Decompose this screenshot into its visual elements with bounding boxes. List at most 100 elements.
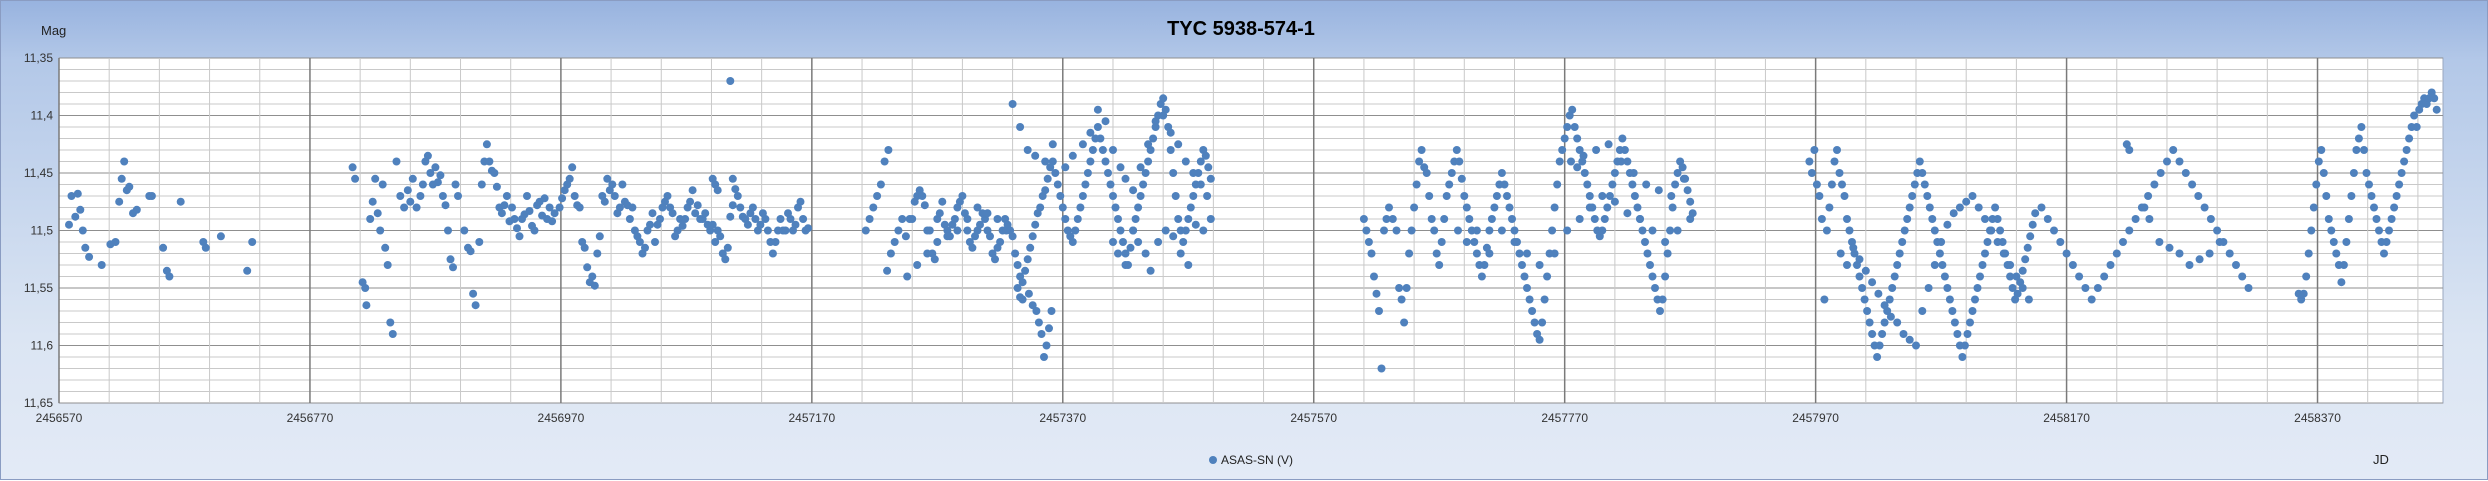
data-point — [908, 215, 917, 223]
data-point — [97, 261, 106, 269]
data-point — [1116, 163, 1125, 172]
data-point — [1873, 353, 1882, 361]
data-point — [1575, 215, 1584, 223]
data-point — [2200, 203, 2209, 212]
data-point — [368, 197, 377, 206]
data-point — [1528, 307, 1537, 315]
data-point — [781, 226, 790, 235]
data-point — [751, 215, 760, 223]
data-point — [1116, 226, 1125, 235]
data-point — [648, 209, 657, 218]
data-point — [1462, 203, 1471, 212]
data-point — [1485, 226, 1494, 235]
y-tick-label: 11,35 — [24, 51, 53, 65]
data-point — [2050, 226, 2058, 235]
data-point — [678, 221, 687, 230]
data-point — [1598, 192, 1607, 200]
data-point — [1395, 284, 1404, 292]
data-point — [449, 263, 457, 272]
data-point — [756, 220, 765, 229]
data-point — [1134, 203, 1143, 212]
data-point — [2349, 169, 2358, 177]
data-point — [1686, 215, 1695, 223]
data-point — [1628, 180, 1637, 189]
data-point — [2018, 284, 2027, 292]
data-point — [1068, 151, 1077, 160]
data-point — [1605, 192, 1614, 200]
data-point — [1119, 238, 1127, 246]
data-point — [396, 192, 405, 200]
data-point — [2342, 238, 2351, 246]
data-point — [1181, 226, 1190, 235]
data-point — [371, 174, 380, 183]
data-point — [426, 169, 435, 177]
data-point — [691, 209, 700, 218]
data-point — [2125, 146, 2134, 154]
data-point — [2412, 123, 2421, 131]
data-point — [2125, 226, 2134, 235]
data-point — [1880, 318, 1889, 327]
data-point — [1410, 203, 1419, 212]
y-ticks: 11,35 11,4 11,45 11,5 11,55 11,6 11,65 — [24, 51, 53, 410]
data-point — [436, 171, 445, 180]
data-point — [1454, 226, 1462, 235]
data-point — [731, 185, 740, 194]
data-point — [1462, 238, 1471, 246]
data-point — [2087, 295, 2096, 304]
data-point — [1550, 249, 1559, 258]
data-point — [1149, 134, 1158, 143]
data-point — [625, 215, 634, 223]
data-point — [490, 169, 499, 177]
data-point — [1950, 318, 1959, 327]
data-point — [1032, 307, 1041, 315]
data-point — [1018, 295, 1027, 304]
data-point — [2432, 105, 2441, 114]
data-point — [1151, 117, 1160, 126]
data-point — [2322, 192, 2331, 200]
data-point — [1104, 169, 1112, 177]
data-point — [1836, 249, 1845, 258]
data-point — [248, 238, 257, 246]
data-point — [901, 232, 910, 241]
data-point — [438, 192, 447, 200]
data-point — [1037, 330, 1046, 338]
data-point — [748, 203, 757, 212]
data-point — [2319, 169, 2328, 177]
data-point — [1515, 249, 1524, 258]
data-point — [1002, 226, 1011, 235]
data-point — [1849, 243, 1858, 252]
data-point — [1184, 215, 1193, 223]
data-point — [525, 207, 534, 215]
data-point — [1918, 169, 1927, 177]
data-point — [2062, 249, 2071, 258]
data-point — [1508, 215, 1516, 223]
data-point — [423, 151, 432, 160]
data-point — [880, 157, 889, 166]
data-point — [1900, 226, 1909, 235]
data-point — [1136, 163, 1145, 172]
data-point — [1174, 140, 1183, 149]
data-point — [1548, 226, 1557, 235]
x-tick-label: 2456970 — [538, 411, 585, 425]
data-point — [416, 192, 425, 200]
data-point — [1668, 203, 1677, 212]
data-point — [2144, 192, 2153, 200]
data-point — [1191, 220, 1200, 229]
data-point — [1457, 174, 1466, 183]
data-point — [400, 203, 409, 212]
data-point — [1422, 169, 1431, 177]
data-point — [1840, 192, 1849, 200]
data-point — [950, 215, 959, 223]
y-tick-label: 11,6 — [31, 339, 54, 353]
data-point — [1863, 307, 1872, 315]
data-point — [1898, 238, 1907, 246]
data-point — [1880, 301, 1889, 310]
data-point — [1642, 180, 1651, 189]
data-point — [1166, 128, 1175, 137]
data-point — [1098, 146, 1107, 154]
data-point — [1083, 169, 1092, 177]
data-point — [1432, 249, 1441, 258]
data-point — [1679, 174, 1688, 183]
data-points — [65, 77, 2441, 373]
data-point — [1868, 330, 1877, 338]
